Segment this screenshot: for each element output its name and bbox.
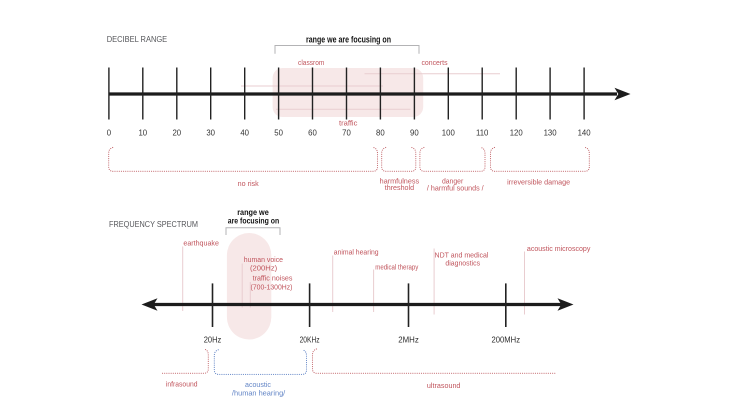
- svg-text:(200Hz): (200Hz): [250, 266, 277, 273]
- svg-text:50: 50: [274, 129, 283, 138]
- svg-text:0: 0: [107, 129, 112, 138]
- svg-text:NDT and medical: NDT and medical: [435, 253, 489, 260]
- svg-text:acoustic microscopy: acoustic microscopy: [527, 246, 591, 253]
- svg-text:120: 120: [510, 129, 524, 138]
- svg-text:/ harmful sounds /: / harmful sounds /: [427, 185, 484, 192]
- svg-text:concerts: concerts: [421, 58, 447, 67]
- svg-text:2MHz: 2MHz: [398, 336, 419, 345]
- svg-text:80: 80: [376, 129, 385, 138]
- svg-text:130: 130: [544, 129, 558, 138]
- svg-text:110: 110: [476, 129, 489, 138]
- svg-text:70: 70: [342, 129, 351, 138]
- svg-text:/human hearing/: /human hearing/: [232, 390, 285, 397]
- svg-text:human voice: human voice: [244, 257, 283, 264]
- svg-text:traffic: traffic: [339, 119, 358, 128]
- svg-text:20KHz: 20KHz: [300, 336, 320, 345]
- svg-text:DECIBEL RANGE: DECIBEL RANGE: [107, 34, 168, 44]
- svg-text:classrom: classrom: [298, 58, 324, 67]
- svg-text:30: 30: [206, 129, 215, 138]
- svg-text:(700-1300Hz): (700-1300Hz): [251, 285, 293, 292]
- svg-text:range we are focusing on: range we are focusing on: [306, 35, 391, 45]
- svg-text:200MHz: 200MHz: [492, 336, 521, 345]
- svg-text:earthquake: earthquake: [183, 241, 219, 248]
- svg-text:medical therapy: medical therapy: [375, 265, 418, 272]
- svg-text:20Hz: 20Hz: [204, 336, 222, 345]
- svg-text:no risk: no risk: [238, 181, 260, 188]
- svg-text:100: 100: [442, 129, 456, 138]
- svg-text:acoustic: acoustic: [245, 382, 271, 389]
- svg-text:40: 40: [240, 129, 249, 138]
- svg-text:danger: danger: [442, 179, 464, 186]
- svg-text:ultrasound: ultrasound: [427, 383, 461, 390]
- svg-text:60: 60: [308, 129, 317, 138]
- svg-text:140: 140: [578, 129, 592, 138]
- svg-text:are focusing on: are focusing on: [228, 215, 280, 225]
- svg-text:10: 10: [138, 129, 147, 138]
- svg-text:FREQUENCY SPECTRUM: FREQUENCY SPECTRUM: [109, 219, 198, 229]
- svg-text:animal hearing: animal hearing: [334, 250, 379, 257]
- svg-text:traffic noises: traffic noises: [253, 276, 293, 283]
- svg-text:threshold: threshold: [385, 185, 414, 192]
- svg-text:diagnostics: diagnostics: [445, 261, 480, 268]
- svg-text:90: 90: [410, 129, 419, 138]
- svg-text:irreversible damage: irreversible damage: [507, 180, 570, 187]
- svg-text:harmfulness: harmfulness: [380, 179, 420, 186]
- svg-text:range we: range we: [237, 207, 269, 217]
- svg-text:infrasound: infrasound: [166, 381, 198, 388]
- svg-text:20: 20: [172, 129, 181, 138]
